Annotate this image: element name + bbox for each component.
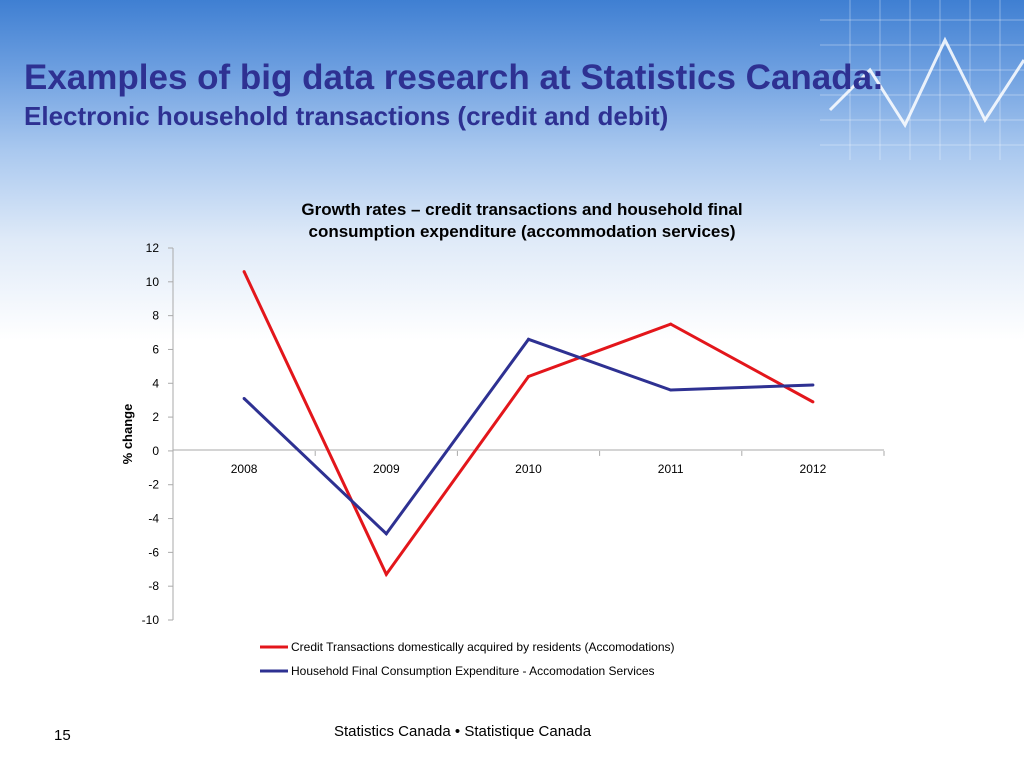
y-tick-label: 8	[152, 309, 159, 323]
chart-title-line-2: consumption expenditure (accommodation s…	[309, 222, 736, 241]
y-axis-label: % change	[120, 404, 135, 465]
y-tick-label: -4	[148, 512, 159, 526]
data-point	[811, 383, 815, 387]
y-tick-label: 6	[152, 342, 159, 356]
x-tick-label: 2008	[231, 462, 258, 476]
page-number: 15	[54, 727, 71, 744]
series-line-2	[243, 337, 813, 537]
data-point	[527, 337, 530, 341]
legend-label-2: Household Final Consumption Expenditure …	[291, 664, 655, 678]
x-tick-label: 2010	[515, 462, 542, 476]
header-trend-line-decoration	[828, 36, 1024, 129]
x-tick-label: 2011	[658, 462, 684, 476]
legend: Credit Transactions domestically acquire…	[260, 640, 675, 678]
y-tick-label: -2	[148, 478, 159, 492]
data-point	[384, 572, 388, 576]
x-tick-label: 2009	[373, 462, 400, 476]
data-point	[669, 388, 673, 392]
x-axis-ticks: 2008 2009 2010 2011 2012	[172, 450, 885, 476]
data-point	[811, 400, 815, 404]
header-grid-decoration	[820, 0, 1024, 160]
data-point	[384, 532, 388, 536]
y-tick-label: 2	[152, 410, 159, 424]
y-tick-label: 12	[146, 241, 160, 255]
chart-title-line-1: Growth rates – credit transactions and h…	[301, 200, 742, 219]
x-tick-label: 2012	[800, 462, 827, 476]
y-tick-label: 10	[146, 275, 160, 289]
header-background-graphic	[820, 0, 1024, 160]
y-tick-label: -8	[148, 579, 159, 593]
data-point	[242, 270, 246, 274]
y-tick-label: 0	[152, 444, 159, 458]
slide-title: Examples of big data research at Statist…	[24, 58, 884, 97]
y-axis-ticks: 12 10 8 6 4 2 0 -2 -4 -6 -8 -10	[142, 241, 173, 627]
series-lines	[242, 270, 815, 578]
legend-label-1: Credit Transactions domestically acquire…	[291, 640, 675, 654]
data-point	[669, 322, 673, 326]
series-line-1	[242, 271, 814, 578]
y-tick-label: -6	[148, 545, 159, 559]
slide-subtitle: Electronic household transactions (credi…	[24, 101, 669, 131]
data-point	[242, 396, 246, 400]
data-point	[527, 375, 530, 379]
y-tick-label: -10	[142, 613, 160, 627]
y-tick-label: 4	[152, 376, 159, 390]
footer-text: Statistics Canada • Statistique Canada	[334, 723, 592, 740]
